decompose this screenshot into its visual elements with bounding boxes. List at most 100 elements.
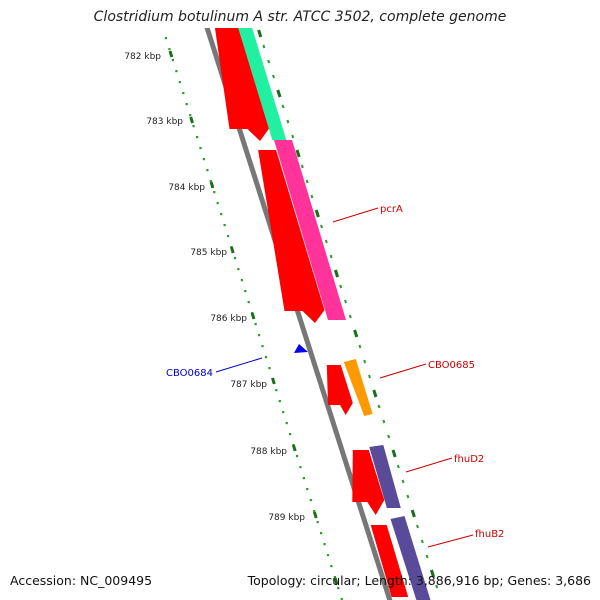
ruler-dot (275, 389, 278, 392)
ruler-dot (220, 213, 223, 216)
track-tick (391, 449, 397, 458)
ruler-dot (330, 565, 333, 568)
ruler-dot (337, 587, 340, 590)
ruler-dot (223, 224, 226, 227)
ruler-dot (340, 598, 343, 600)
ruler-major-tick (250, 312, 256, 320)
ruler-major-tick (168, 50, 174, 58)
ruler-label: 787 kbp (230, 380, 267, 390)
track-tick (353, 329, 359, 338)
red-gene-fhuB2[interactable] (370, 525, 409, 597)
track-tick (368, 374, 371, 379)
red-gene-pcrA[interactable] (258, 150, 325, 323)
ruler-dot (240, 279, 243, 282)
ruler-dot (306, 488, 309, 491)
label-line-pcrA (332, 207, 379, 223)
track-tick (276, 89, 282, 98)
ruler-dot (313, 510, 316, 513)
ruler-dot (326, 554, 330, 557)
blue-marker-CBO0684[interactable] (294, 344, 308, 353)
gene-label-CBO0684[interactable]: CBO0684 (166, 368, 213, 379)
ruler-major-tick (333, 577, 339, 585)
ruler-major-tick (271, 377, 276, 385)
ruler-major-tick (209, 181, 215, 189)
ruler-dot (333, 576, 336, 579)
orange-feature-CBO0685[interactable] (343, 359, 373, 416)
ruler-label: 783 kbp (146, 117, 183, 127)
ruler-dot (302, 477, 305, 480)
red-gene-upstream[interactable] (210, 0, 270, 141)
track-tick (310, 194, 314, 199)
ruler-label: 786 kbp (210, 314, 247, 324)
purple-feature-fhuB2[interactable] (390, 516, 433, 600)
red-gene-CBO0685[interactable] (326, 365, 353, 415)
gene-labels: pcrA CBO0685 fhuD2 fhuB2 CBO0684 (166, 204, 504, 540)
ruler-dot (168, 48, 171, 51)
purple-feature-fhuD2[interactable] (369, 445, 401, 508)
ruler-dot (268, 367, 271, 370)
track-tick (281, 104, 285, 109)
label-line-CBO0684 (215, 357, 263, 373)
track-tick (425, 554, 429, 559)
ruler-dot (278, 400, 281, 403)
ruler-label: 789 kbp (268, 513, 305, 523)
ruler-dot (213, 191, 216, 194)
track-tick (377, 404, 381, 409)
gene-label-fhuB2[interactable]: fhuB2 (475, 529, 504, 540)
ruler-dot (264, 356, 268, 359)
ruler-dot (323, 543, 326, 546)
track-tick (429, 569, 436, 578)
track-tick (382, 419, 386, 424)
green-feature[interactable] (227, 0, 287, 140)
ruler-dot (237, 268, 240, 271)
track-tick (272, 74, 275, 79)
track-tick (324, 239, 328, 244)
ruler-dot (244, 290, 247, 293)
ruler-dot (261, 345, 264, 348)
ruler-dot (216, 202, 219, 205)
accession-text: Accession: NC_009495 (10, 573, 153, 588)
ruler-dot (258, 334, 261, 337)
track-tick (372, 389, 378, 398)
track-tick (314, 209, 320, 218)
ruler-dot (171, 59, 174, 62)
ruler-major-tick (291, 444, 297, 452)
gene-label-pcrA[interactable]: pcrA (380, 204, 403, 215)
ruler-dot (164, 37, 168, 40)
track-tick (339, 284, 343, 289)
track-tick (358, 344, 362, 349)
ruler-dot (233, 257, 237, 260)
gene-label-CBO0685[interactable]: CBO0685 (428, 360, 475, 371)
ruler-dot (202, 158, 205, 161)
ruler-dot (227, 235, 230, 238)
ruler-major-tick (229, 246, 235, 254)
pink-feature-pcrA[interactable] (274, 140, 346, 320)
ruler-dot (247, 301, 250, 304)
ruler-dot (289, 433, 292, 436)
track-tick (363, 359, 367, 364)
ruler-major-tick (312, 511, 318, 519)
track-tick (267, 59, 271, 64)
ruler-dot (316, 521, 319, 524)
ruler-dot (196, 136, 199, 139)
gene-label-fhuD2[interactable]: fhuD2 (454, 454, 484, 465)
ruler-dot (206, 169, 209, 172)
ruler-dot (254, 323, 257, 326)
track-tick (257, 29, 263, 38)
track-tick (401, 479, 405, 484)
red-gene-fhuD2[interactable] (352, 450, 385, 515)
feature-track-ticks (257, 29, 439, 589)
track-tick (286, 119, 290, 124)
track-tick (262, 44, 266, 49)
ruler-dot (175, 70, 178, 73)
ruler-dot (285, 422, 288, 425)
ruler-dot (192, 125, 195, 128)
ruler-dot (209, 180, 212, 183)
track-tick (291, 134, 295, 139)
ruler-dot (178, 81, 181, 84)
track-tick (410, 509, 416, 518)
ruler-dot (182, 92, 185, 95)
track-tick (305, 179, 309, 184)
ruler-dot (295, 455, 299, 458)
